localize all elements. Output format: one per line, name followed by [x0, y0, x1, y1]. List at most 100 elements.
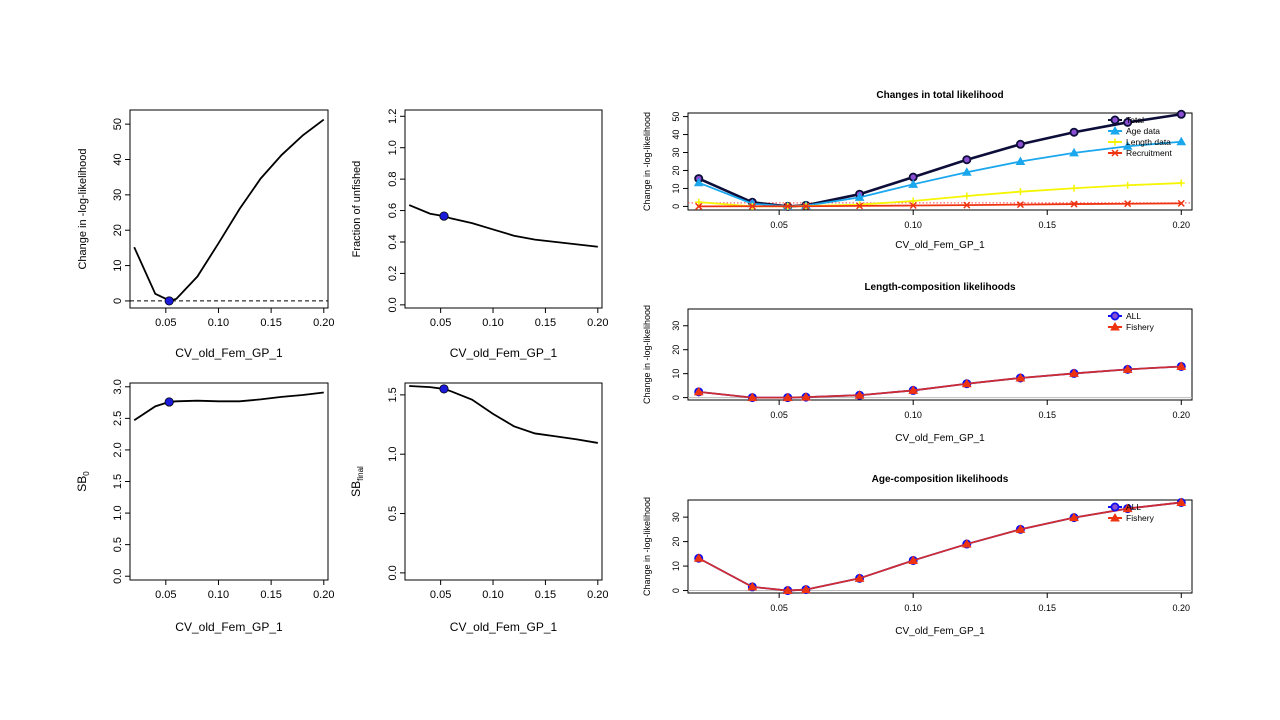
x-tick-label: 0.15 — [260, 589, 281, 601]
chart-panel-p7: 0.05 0.10 0.15 0.20 0 10 20 30 CV_old_Fem_GP_1 Ch… — [642, 474, 1193, 637]
data-point — [909, 201, 917, 210]
legend-marker — [1110, 311, 1120, 321]
data-point — [1124, 200, 1132, 208]
x-tick-label: 0.10 — [904, 410, 922, 420]
data-point — [963, 192, 971, 200]
data-point — [695, 202, 703, 210]
y-tick-label: 40 — [112, 153, 124, 165]
data-point — [1122, 503, 1133, 513]
chart-panel-p4: 0.05 0.10 0.15 0.20 0.0 0.5 1.0 1.5 CV_old_Fem_G… — [349, 382, 609, 634]
selected-point — [164, 296, 174, 306]
legend-label: ALL — [1126, 311, 1141, 321]
y-tick-label: 0.5 — [112, 537, 124, 552]
data-point — [1070, 200, 1078, 208]
y-tick-label: 40 — [671, 130, 681, 140]
data-point — [963, 201, 971, 209]
data-point — [1176, 109, 1186, 119]
x-tick-label: 0.10 — [904, 220, 922, 230]
y-axis-label: Change in -log-likelihood — [642, 112, 652, 211]
legend-marker — [1111, 149, 1119, 157]
data-point — [801, 584, 811, 594]
series-fishery — [693, 361, 1187, 402]
x-tick-label: 0.20 — [1173, 220, 1191, 230]
y-tick-label: 50 — [112, 118, 124, 130]
series-total — [694, 109, 1186, 211]
series-fishery — [693, 497, 1187, 595]
data-point — [1177, 179, 1185, 187]
y-tick-label: 30 — [671, 321, 681, 331]
chart-panel-p6: 0.05 0.10 0.15 0.20 0 10 20 30 CV_old_Fem_GP_1 Ch… — [642, 282, 1193, 444]
x-axis-label: CV_old_Fem_GP_1 — [450, 620, 558, 634]
data-point — [961, 378, 972, 388]
plot-frame — [687, 308, 1193, 401]
y-tick-label: 10 — [671, 561, 681, 571]
y-axis-label: Change in -log-likelihood — [642, 497, 652, 596]
y-axis-label: Change in -log-likelihood — [642, 305, 652, 404]
legend-marker — [1110, 512, 1120, 522]
x-axis-label: CV_old_Fem_GP_1 — [175, 620, 283, 634]
y-tick-label: 0.8 — [387, 171, 399, 186]
data-point — [1122, 141, 1133, 150]
y-tick-label: 1.2 — [387, 109, 399, 124]
data-point — [782, 392, 793, 402]
x-tick-label: 0.05 — [770, 603, 788, 613]
series-line — [133, 118, 325, 302]
y-tick-label: 10 — [671, 369, 681, 379]
data-point — [856, 201, 864, 209]
series-line — [133, 391, 324, 422]
y-tick-label: 20 — [671, 345, 681, 355]
series-line — [698, 112, 1182, 208]
y-axis-label: SB0 — [75, 471, 91, 492]
x-tick-label: 0.10 — [482, 589, 503, 601]
y-tick-label: 30 — [112, 189, 124, 201]
series-line — [409, 385, 598, 444]
chart-panel-p2: 0.05 0.10 0.15 0.20 0.0 0.2 0.4 0.6 0.8 1.0 1.2 CV_… — [351, 109, 609, 360]
y-tick-label: 30 — [671, 148, 681, 158]
plot-frame — [404, 109, 603, 309]
y-tick-label: 0 — [671, 395, 681, 400]
data-point — [1176, 361, 1187, 370]
series-line — [698, 501, 1182, 592]
y-tick-label: 0.0 — [387, 297, 399, 312]
data-point — [1069, 512, 1079, 522]
y-tick-label: 10 — [112, 259, 124, 271]
data-point — [1176, 136, 1187, 146]
data-point — [1124, 181, 1132, 189]
x-tick-label: 0.05 — [770, 410, 788, 420]
series-line — [698, 140, 1182, 208]
y-tick-label: 2.5 — [112, 411, 124, 426]
y-tick-label: 20 — [112, 224, 124, 236]
series-line — [698, 365, 1182, 399]
legend-label: Fishery — [1126, 322, 1155, 332]
y-tick-label: 20 — [671, 537, 681, 547]
data-point — [801, 392, 811, 401]
data-point — [1015, 139, 1025, 149]
x-tick-label: 0.10 — [904, 603, 922, 613]
chart-panel-p3: 0.05 0.10 0.15 0.20 0.0 0.5 1.0 1.5 2.0 2.5 3.0 CV_… — [75, 379, 334, 634]
chart-title: Length-composition likelihoods — [864, 282, 1016, 293]
data-point — [1015, 156, 1026, 165]
x-tick-label: 0.15 — [535, 317, 556, 329]
chart-title: Changes in total likelihood — [876, 90, 1003, 101]
data-point — [962, 155, 972, 165]
y-tick-label: 0 — [112, 298, 124, 304]
data-point — [961, 167, 972, 176]
data-point — [1176, 497, 1187, 506]
selected-point — [439, 211, 449, 221]
plot-frame — [687, 112, 1193, 211]
series-line — [698, 501, 1182, 592]
data-point — [909, 197, 917, 205]
data-point — [854, 192, 865, 201]
y-tick-label: 0.2 — [387, 266, 399, 281]
chart-panel-p5: 0.05 0.10 0.15 0.20 0 10 20 30 40 50 CV_old_Fem_GP… — [642, 90, 1193, 251]
series-all — [694, 361, 1186, 403]
data-point — [693, 177, 704, 187]
legend-marker — [1110, 125, 1120, 135]
data-point — [693, 386, 704, 396]
y-tick-label: 1.0 — [112, 505, 124, 520]
data-point — [1177, 199, 1185, 207]
data-point — [1069, 127, 1079, 137]
series-all — [694, 497, 1186, 596]
